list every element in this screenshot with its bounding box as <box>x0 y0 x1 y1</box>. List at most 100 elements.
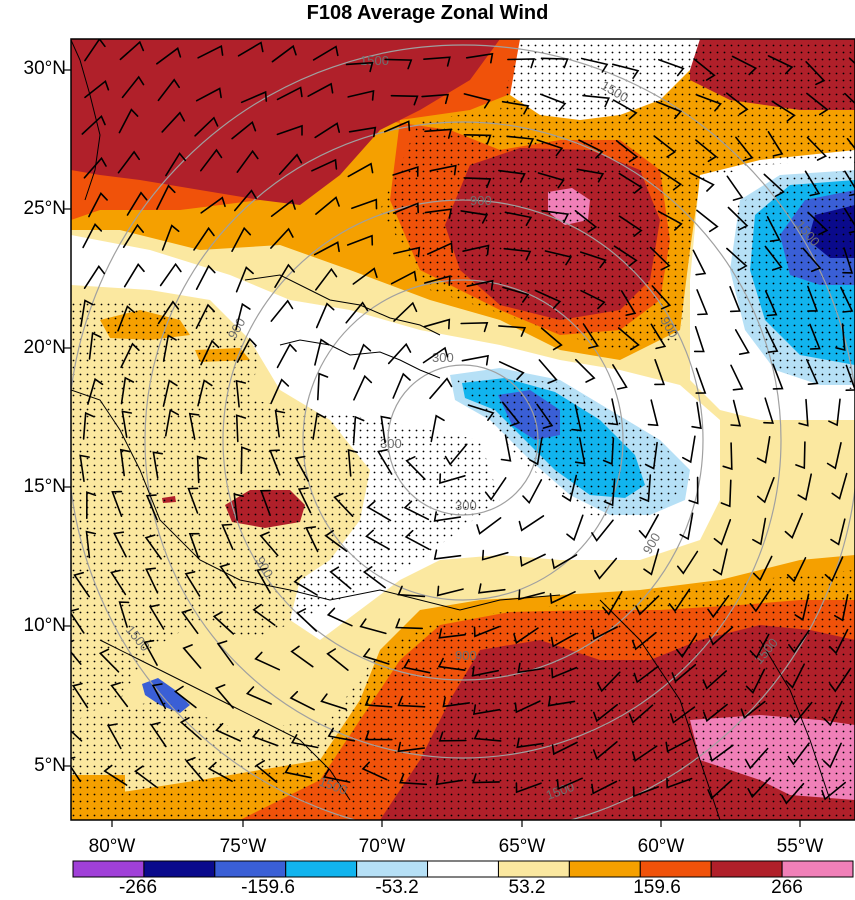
wind-barb <box>393 301 418 322</box>
wind-barb <box>460 210 489 224</box>
lat-label-20n: 20°N <box>23 337 66 358</box>
wind-barb <box>566 514 584 542</box>
wind-barb <box>551 554 578 570</box>
wind-barb <box>513 627 539 645</box>
wind-barb <box>390 94 419 106</box>
wind-barb <box>195 87 222 102</box>
wind-barb <box>326 648 349 671</box>
wind-barb <box>119 448 131 477</box>
wind-barb <box>384 120 411 133</box>
wind-barb <box>433 511 462 522</box>
colorbar-swatch <box>781 860 854 878</box>
wind-barb <box>722 442 733 471</box>
wind-barb <box>152 451 163 479</box>
wind-barb <box>429 377 453 400</box>
wind-barb <box>828 398 841 427</box>
wind-barb <box>771 100 796 122</box>
wind-barb <box>236 337 257 363</box>
wind-barb <box>117 305 136 332</box>
wind-barb <box>347 448 358 477</box>
wind-barb <box>575 358 596 383</box>
wind-barb <box>143 639 158 666</box>
wind-barb <box>747 777 771 799</box>
wind-barb <box>323 768 351 783</box>
wind-barb <box>647 399 659 427</box>
wind-barb <box>582 323 599 349</box>
wind-barb <box>251 728 279 747</box>
wind-barb <box>828 628 849 655</box>
wind-barb <box>649 246 671 271</box>
wind-barb <box>346 234 374 246</box>
wind-barb <box>145 567 159 594</box>
wind-barb <box>578 139 604 159</box>
lat-label-5n: 5°N <box>34 755 66 776</box>
wind-barb <box>785 663 805 689</box>
wind-barb <box>219 563 237 589</box>
wind-barb <box>81 114 106 135</box>
wind-barb <box>84 79 110 99</box>
wind-barb <box>807 211 829 236</box>
wind-barb <box>231 226 252 252</box>
florida-coast <box>71 39 101 201</box>
colombia-border <box>99 639 351 801</box>
wind-barb <box>473 729 502 742</box>
wind-barb <box>794 593 810 621</box>
wind-barb <box>707 780 732 800</box>
wind-barb <box>682 435 696 464</box>
wind-barb <box>188 412 200 440</box>
wind-barb <box>830 518 846 546</box>
axis-ticks <box>64 69 801 827</box>
wind-barb <box>797 473 812 501</box>
wind-barb <box>387 342 412 365</box>
wind-barb <box>252 603 276 626</box>
wind-barb <box>362 648 390 665</box>
wind-barb <box>353 374 373 401</box>
wind-barb <box>157 300 180 325</box>
wind-barb <box>580 251 607 269</box>
wind-barb <box>71 756 82 783</box>
wind-barb <box>290 734 319 749</box>
wind-barb <box>200 339 220 366</box>
wind-barb <box>752 517 767 546</box>
wind-barb <box>405 456 426 480</box>
wind-barb <box>312 412 326 440</box>
wind-barb <box>117 150 140 174</box>
wind-barb <box>235 379 246 408</box>
wind-barb <box>473 625 500 638</box>
wind-barb <box>430 414 445 443</box>
wind-barb <box>635 595 660 616</box>
wind-barb <box>255 760 278 783</box>
wind-barb <box>134 765 157 788</box>
wind-barb <box>197 379 213 407</box>
wind-barb <box>726 92 749 115</box>
lon-label-70w: 70°W <box>358 836 406 857</box>
wind-barb <box>576 168 605 183</box>
wind-barb <box>844 170 855 197</box>
wind-barb <box>284 763 312 779</box>
wind-barb <box>80 299 94 327</box>
wind-barb <box>786 557 807 583</box>
wind-barb <box>315 302 335 329</box>
wind-barb <box>182 644 202 669</box>
wind-barb <box>162 334 177 362</box>
colorbar-swatch <box>143 860 216 878</box>
wind-barb <box>615 139 639 163</box>
wind-barb <box>397 585 426 598</box>
wind-barb <box>73 571 90 598</box>
wind-barb <box>735 136 754 162</box>
wind-barb <box>695 93 722 112</box>
colorbar-swatch <box>427 860 499 878</box>
wind-barb <box>537 172 565 189</box>
wind-barb <box>121 75 145 99</box>
wind-barb <box>161 111 185 133</box>
wind-barb <box>148 604 165 630</box>
colorbar-label-5: 266 <box>771 877 803 898</box>
colorbar-label-4: 159.6 <box>633 877 681 898</box>
wind-barb <box>245 686 272 705</box>
wind-barb <box>712 548 728 576</box>
wind-barb <box>612 99 638 120</box>
wind-barb <box>669 706 696 724</box>
wind-barb <box>290 645 314 668</box>
wind-barb <box>740 700 766 720</box>
